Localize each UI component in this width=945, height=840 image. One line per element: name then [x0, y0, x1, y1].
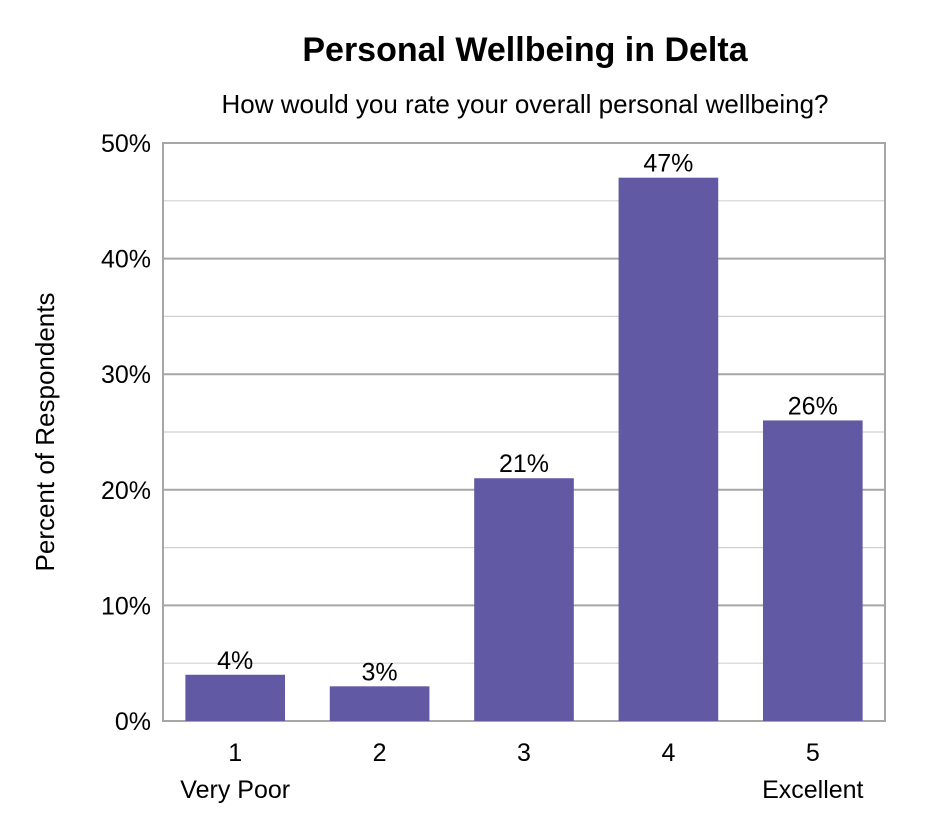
x-tick-sublabel: Very Poor: [180, 776, 290, 804]
data-label: 3%: [362, 658, 398, 686]
chart-title: Personal Wellbeing in Delta: [302, 31, 748, 69]
data-label: 26%: [788, 392, 838, 420]
bar: [185, 674, 286, 721]
chart-subtitle: How would you rate your overall personal…: [221, 89, 828, 119]
bar: [762, 420, 863, 721]
x-tick-label: 1: [228, 739, 242, 767]
y-tick-label: 20%: [101, 477, 151, 505]
y-tick-label: 0%: [115, 708, 151, 736]
data-label: 4%: [217, 647, 253, 675]
plot-area: 0% 10% 20% 30% 40% 50% 4% 1 Very Poor 3% 2 21% 3 47% 4…: [101, 130, 886, 804]
x-tick-label: 5: [806, 739, 820, 767]
x-tick-label: 4: [661, 739, 675, 767]
x-tick-label: 2: [373, 739, 387, 767]
x-tick-sublabel: Excellent: [762, 776, 863, 804]
y-tick-label: 50%: [101, 130, 151, 158]
y-tick-label: 10%: [101, 592, 151, 620]
y-axis-label: Percent of Respondents: [30, 293, 60, 572]
y-tick-label: 30%: [101, 361, 151, 389]
bar: [474, 478, 574, 721]
y-tick-label: 40%: [101, 246, 151, 274]
bar: [618, 177, 719, 721]
data-label: 21%: [499, 450, 549, 478]
x-tick-label: 3: [517, 739, 531, 767]
data-label: 47%: [643, 150, 693, 178]
bar: [329, 686, 430, 721]
